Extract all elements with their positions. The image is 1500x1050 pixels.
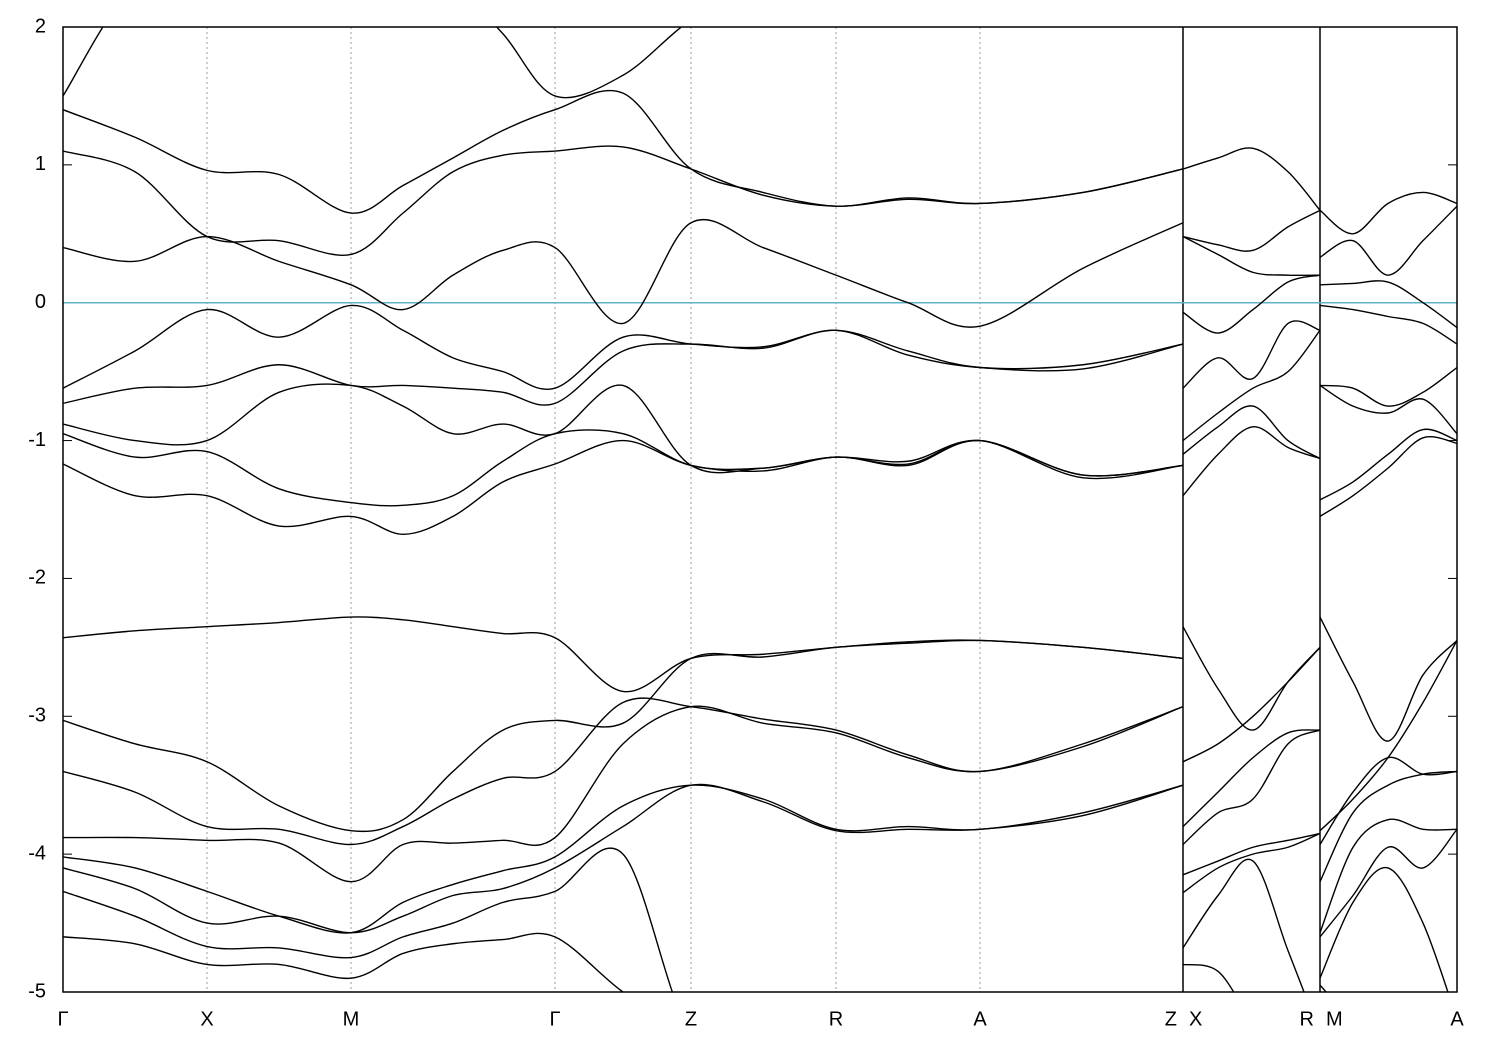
band-line [63, 783, 1457, 938]
band-line [63, 705, 1457, 883]
x-tick-label: A [1450, 1008, 1464, 1030]
y-tick-label: -1 [28, 429, 46, 451]
band-line [63, 426, 1457, 536]
x-tick-label: M [1326, 1008, 1343, 1030]
band-line [63, 847, 1449, 992]
y-tick-label: -3 [28, 705, 46, 727]
band-line [63, 274, 1457, 391]
y-tick-label: -5 [28, 980, 46, 1002]
x-tick-label: Γ [549, 1008, 560, 1030]
x-tick-label: Γ [57, 1008, 68, 1030]
y-tick-label: 2 [35, 15, 46, 37]
x-tick-label: M [343, 1008, 360, 1030]
y-tick-label: -2 [28, 567, 46, 589]
band-line [63, 932, 1327, 992]
x-tick-label: R [829, 1008, 843, 1030]
x-tick-label: A [973, 1008, 987, 1030]
y-tick-label: 1 [35, 153, 46, 175]
y-tick-label: -4 [28, 842, 46, 864]
plot-frame [62, 26, 1458, 993]
x-tick-label: Z [1165, 1008, 1177, 1030]
x-tick-label: R [1300, 1008, 1314, 1030]
band-line [63, 145, 1457, 276]
x-tick-label: Z [685, 1008, 697, 1030]
band-line [63, 27, 683, 99]
bands [63, 27, 1457, 992]
band-line [63, 320, 1457, 407]
x-tick-label: X [1189, 1008, 1202, 1030]
x-tick-label: X [200, 1008, 213, 1030]
band-line [63, 218, 1457, 329]
y-tick-label: 0 [35, 291, 46, 313]
